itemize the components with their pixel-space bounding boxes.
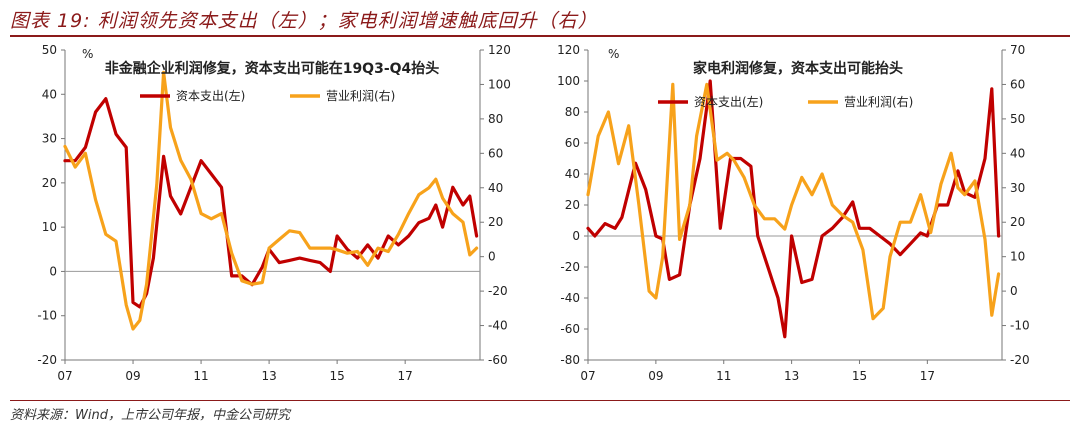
right-tick-label: 40 [488,181,503,195]
x-tick-label: 07 [57,369,72,383]
right-tick-label: 30 [1010,181,1025,195]
left-tick-label: -80 [560,353,580,367]
left-tick-label: 30 [42,132,57,146]
left-tick-label: 50 [42,43,57,57]
right-tick-label: -20 [488,284,508,298]
x-tick-label: 11 [193,369,208,383]
right-tick-label: -20 [1010,353,1030,367]
left-tick-label: 20 [42,176,57,190]
x-tick-label: 17 [398,369,413,383]
profit-series-line [63,70,479,331]
left-tick-label: 80 [565,105,580,119]
left-tick-label: 120 [557,43,580,57]
right-tick-label: 0 [488,250,496,264]
left-tick-label: 40 [565,167,580,181]
right-tick-label: 10 [1010,250,1025,264]
legend-label-capex: 资本支出(左) [176,88,245,103]
x-tick-label: 15 [852,369,867,383]
left-tick-label: 0 [49,264,57,278]
x-tick-label: 07 [580,369,595,383]
x-tick-label: 09 [125,369,140,383]
left-tick-label: 60 [565,136,580,150]
left-chart: -20 -10 0 10 20 30 40 50 -60 -40 -20 0 20 40 60 80 100 12… [37,43,511,383]
right-tick-label: -60 [488,353,508,367]
right-tick-label: 60 [1010,77,1025,91]
right-tick-label: 50 [1010,112,1025,126]
legend-label-profit: 营业利润(右) [844,94,913,109]
chart-title: 非金融企业利润修复，资本支出可能在19Q3-Q4抬头 [105,60,440,77]
source-note: 资料来源：Wind，上市公司年报，中金公司研究 [10,408,290,423]
x-tick-label: 13 [784,369,799,383]
left-tick-label: -10 [37,309,57,323]
x-tick-label: 15 [329,369,344,383]
header-divider [10,35,1070,37]
left-tick-label: 10 [42,220,57,234]
left-tick-label: 40 [42,87,57,101]
right-tick-label: 70 [1010,43,1025,57]
right-tick-label: -10 [1010,319,1030,333]
right-tick-label: 100 [488,77,511,91]
right-tick-label: 20 [1010,215,1025,229]
x-tick-label: 13 [261,369,276,383]
right-tick-label: 60 [488,146,503,160]
left-tick-label: -60 [560,322,580,336]
figure-header: 图表 19: 利润领先资本支出（左）；家电利润增速触底回升（右） [10,4,1070,37]
unit-label: % [82,47,93,61]
figure-title: 图表 19: 利润领先资本支出（左）；家电利润增速触底回升（右） [10,10,598,32]
legend-label-profit: 营业利润(右) [326,88,395,103]
legend-label-capex: 资本支出(左) [694,94,763,109]
left-tick-label: -40 [560,291,580,305]
left-tick-label: 0 [572,229,580,243]
right-tick-label: 40 [1010,146,1025,160]
left-tick-label: 20 [565,198,580,212]
right-tick-label: -40 [488,319,508,333]
x-tick-label: 09 [648,369,663,383]
left-tick-label: -20 [560,260,580,274]
left-tick-label: -20 [37,353,57,367]
right-tick-label: 0 [1010,284,1018,298]
x-tick-label: 17 [920,369,935,383]
right-tick-label: 20 [488,215,503,229]
right-tick-label: 80 [488,112,503,126]
profit-series-line [586,82,1001,321]
footer-divider [10,400,1070,401]
left-tick-label: 100 [557,74,580,88]
chart-title: 家电利润修复，资本支出可能抬头 [693,60,903,77]
x-tick-label: 11 [716,369,731,383]
right-tick-label: 120 [488,43,511,57]
unit-label: % [608,47,619,61]
right-chart: -80 -60 -40 -20 0 20 40 60 80 100 120 -20 -10 0 10 20 30… [557,43,1030,383]
